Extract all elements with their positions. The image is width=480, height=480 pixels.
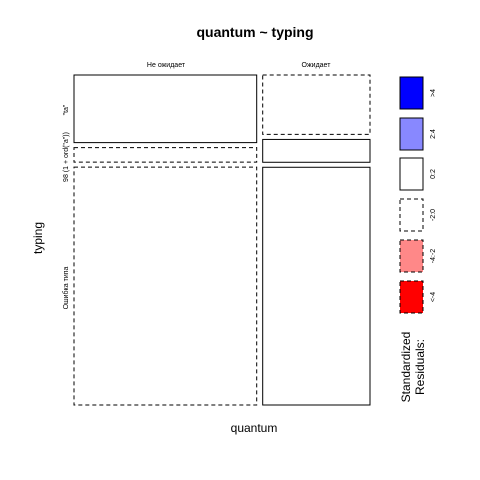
legend-swatch-2	[399, 157, 424, 191]
legend-swatch-0	[399, 76, 424, 110]
column-label-ne-ozhidaet: Не ожидает	[147, 62, 186, 69]
legend-title-line-2: Residuals:	[413, 339, 427, 395]
mosaic-cell-col1-row1	[262, 138, 371, 163]
legend: >4 2:4 0:2 -2:0 -4:-2 <-4	[399, 76, 437, 314]
legend-swatch-5	[399, 280, 424, 314]
row-label-oshibka-tipa: Ошибка типа	[62, 266, 70, 309]
chart-title: quantum ~ typing	[196, 24, 313, 40]
legend-label-3: -2:0	[430, 209, 437, 221]
mosaic-cell-col0-row0	[73, 74, 258, 144]
legend-label-4: -4:-2	[430, 249, 437, 264]
column-label-ozhidaet: Ожидает	[302, 62, 332, 69]
mosaic-cell-col0-row1	[73, 147, 258, 163]
legend-swatch-1	[399, 117, 424, 151]
y-axis-label: typing	[31, 222, 45, 254]
legend-label-0: >4	[430, 89, 437, 97]
row-label-ta: "ta"	[63, 104, 70, 115]
mosaic-cells	[73, 74, 371, 406]
legend-label-5: <-4	[430, 292, 437, 302]
row-label-98: 98 (1 + ord("a"))	[63, 132, 70, 182]
legend-swatch-3	[399, 198, 424, 232]
legend-label-1: 2:4	[430, 129, 437, 139]
x-axis-label: quantum	[231, 421, 278, 435]
legend-swatch-4	[399, 239, 424, 273]
legend-label-2: 0:2	[430, 169, 437, 179]
mosaic-cell-col1-row2	[262, 166, 371, 406]
legend-title-line-1: Standardized	[399, 332, 413, 403]
mosaic-cell-col0-row2	[73, 166, 258, 406]
mosaic-cell-col1-row0	[262, 74, 371, 135]
